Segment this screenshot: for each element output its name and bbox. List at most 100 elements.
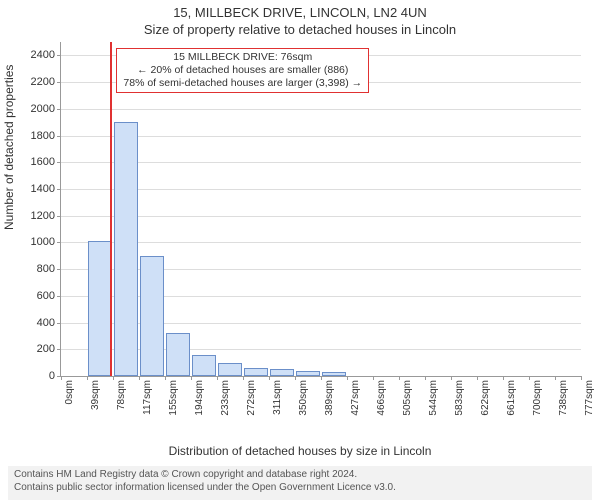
- x-tick: [321, 376, 322, 380]
- x-tick: [165, 376, 166, 380]
- gridline: [61, 296, 581, 297]
- x-tick-label: 466sqm: [376, 380, 387, 416]
- x-tick: [503, 376, 504, 380]
- x-tick-label: 0sqm: [64, 380, 75, 404]
- y-tick-label: 2000: [31, 103, 55, 115]
- y-tick: [57, 269, 61, 270]
- x-tick: [87, 376, 88, 380]
- y-tick: [57, 136, 61, 137]
- x-tick: [529, 376, 530, 380]
- y-tick: [57, 82, 61, 83]
- histogram-bar: [270, 369, 294, 376]
- plot-area: 0200400600800100012001400160018002000220…: [60, 42, 581, 377]
- x-tick: [269, 376, 270, 380]
- property-marker-line: [110, 42, 112, 376]
- y-tick-label: 2200: [31, 76, 55, 88]
- annotation-line: 78% of semi-detached houses are larger (…: [123, 77, 362, 90]
- y-tick-label: 1600: [31, 156, 55, 168]
- y-tick-label: 0: [49, 370, 55, 382]
- chart-title-subtitle: Size of property relative to detached ho…: [0, 22, 600, 37]
- y-tick-label: 1200: [31, 210, 55, 222]
- x-tick: [243, 376, 244, 380]
- annotation-box: 15 MILLBECK DRIVE: 76sqm← 20% of detache…: [116, 48, 369, 93]
- y-tick-label: 1000: [31, 236, 55, 248]
- histogram-bar: [88, 241, 112, 376]
- y-tick: [57, 189, 61, 190]
- x-tick-label: 700sqm: [532, 380, 543, 416]
- y-tick: [57, 296, 61, 297]
- y-tick-label: 200: [37, 343, 55, 355]
- gridline: [61, 136, 581, 137]
- histogram-bar: [218, 363, 242, 376]
- x-tick: [139, 376, 140, 380]
- x-tick-label: 117sqm: [142, 380, 153, 415]
- gridline: [61, 216, 581, 217]
- histogram-bar: [192, 355, 216, 376]
- y-tick: [57, 349, 61, 350]
- x-axis-label: Distribution of detached houses by size …: [0, 444, 600, 458]
- y-tick: [57, 162, 61, 163]
- gridline: [61, 242, 581, 243]
- x-tick-label: 583sqm: [454, 380, 465, 416]
- gridline: [61, 269, 581, 270]
- histogram-bar: [140, 256, 164, 376]
- x-tick: [581, 376, 582, 380]
- gridline: [61, 323, 581, 324]
- x-tick: [113, 376, 114, 380]
- x-tick: [373, 376, 374, 380]
- gridline: [61, 189, 581, 190]
- x-tick: [477, 376, 478, 380]
- x-tick-label: 350sqm: [298, 380, 309, 416]
- chart-title-address: 15, MILLBECK DRIVE, LINCOLN, LN2 4UN: [0, 5, 600, 20]
- attribution-line-1: Contains HM Land Registry data © Crown c…: [14, 468, 586, 481]
- histogram-bar: [166, 333, 190, 376]
- x-tick-label: 78sqm: [116, 380, 127, 410]
- annotation-line: 15 MILLBECK DRIVE: 76sqm: [123, 51, 362, 64]
- y-tick-label: 600: [37, 290, 55, 302]
- attribution-line-2: Contains public sector information licen…: [14, 481, 586, 494]
- y-tick: [57, 242, 61, 243]
- x-tick-label: 272sqm: [246, 380, 257, 416]
- x-tick: [295, 376, 296, 380]
- y-axis-label: Number of detached properties: [2, 65, 16, 230]
- x-tick: [191, 376, 192, 380]
- x-tick-label: 39sqm: [90, 380, 101, 410]
- x-tick-label: 233sqm: [220, 380, 231, 416]
- x-tick-label: 661sqm: [506, 380, 517, 416]
- y-tick: [57, 216, 61, 217]
- gridline: [61, 109, 581, 110]
- y-tick-label: 1400: [31, 183, 55, 195]
- x-tick-label: 777sqm: [584, 380, 595, 416]
- x-tick-label: 389sqm: [324, 380, 335, 416]
- x-tick: [347, 376, 348, 380]
- x-tick-label: 155sqm: [168, 380, 179, 416]
- y-tick-label: 2400: [31, 49, 55, 61]
- histogram-bar: [244, 368, 268, 376]
- x-tick: [217, 376, 218, 380]
- x-tick-label: 427sqm: [350, 380, 361, 416]
- chart-container: { "title_line1": "15, MILLBECK DRIVE, LI…: [0, 0, 600, 500]
- histogram-bar: [322, 372, 346, 376]
- annotation-line: ← 20% of detached houses are smaller (88…: [123, 64, 362, 77]
- y-tick-label: 400: [37, 317, 55, 329]
- x-tick: [451, 376, 452, 380]
- gridline: [61, 162, 581, 163]
- x-tick: [425, 376, 426, 380]
- x-tick-label: 738sqm: [558, 380, 569, 416]
- x-tick: [61, 376, 62, 380]
- y-tick: [57, 323, 61, 324]
- histogram-bar: [296, 371, 320, 376]
- y-tick: [57, 109, 61, 110]
- gridline: [61, 349, 581, 350]
- x-tick: [399, 376, 400, 380]
- x-tick-label: 505sqm: [402, 380, 413, 416]
- histogram-bar: [114, 122, 138, 376]
- x-tick-label: 622sqm: [480, 380, 491, 416]
- y-tick-label: 1800: [31, 130, 55, 142]
- y-tick-label: 800: [37, 263, 55, 275]
- y-tick: [57, 55, 61, 56]
- x-tick-label: 194sqm: [194, 380, 205, 416]
- x-tick-label: 311sqm: [272, 380, 283, 415]
- x-tick: [555, 376, 556, 380]
- x-tick-label: 544sqm: [428, 380, 439, 416]
